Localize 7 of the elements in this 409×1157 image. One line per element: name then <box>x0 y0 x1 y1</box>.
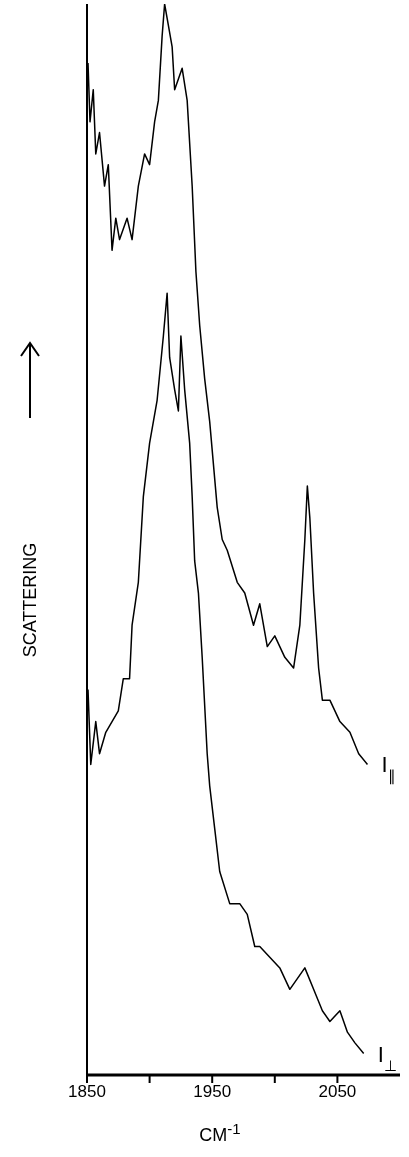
x-tick-label: 1850 <box>68 1082 106 1102</box>
x-tick-label: 2050 <box>318 1082 357 1102</box>
series-label: I$_{⊥}$ <box>377 1041 397 1074</box>
series-label: I$_{∥}$ <box>381 752 396 785</box>
y-axis-title: SCATTERING <box>19 541 41 660</box>
x-tick-label: 1950 <box>193 1082 232 1102</box>
x-axis-title: CM$^{-1}$ <box>198 1120 242 1146</box>
